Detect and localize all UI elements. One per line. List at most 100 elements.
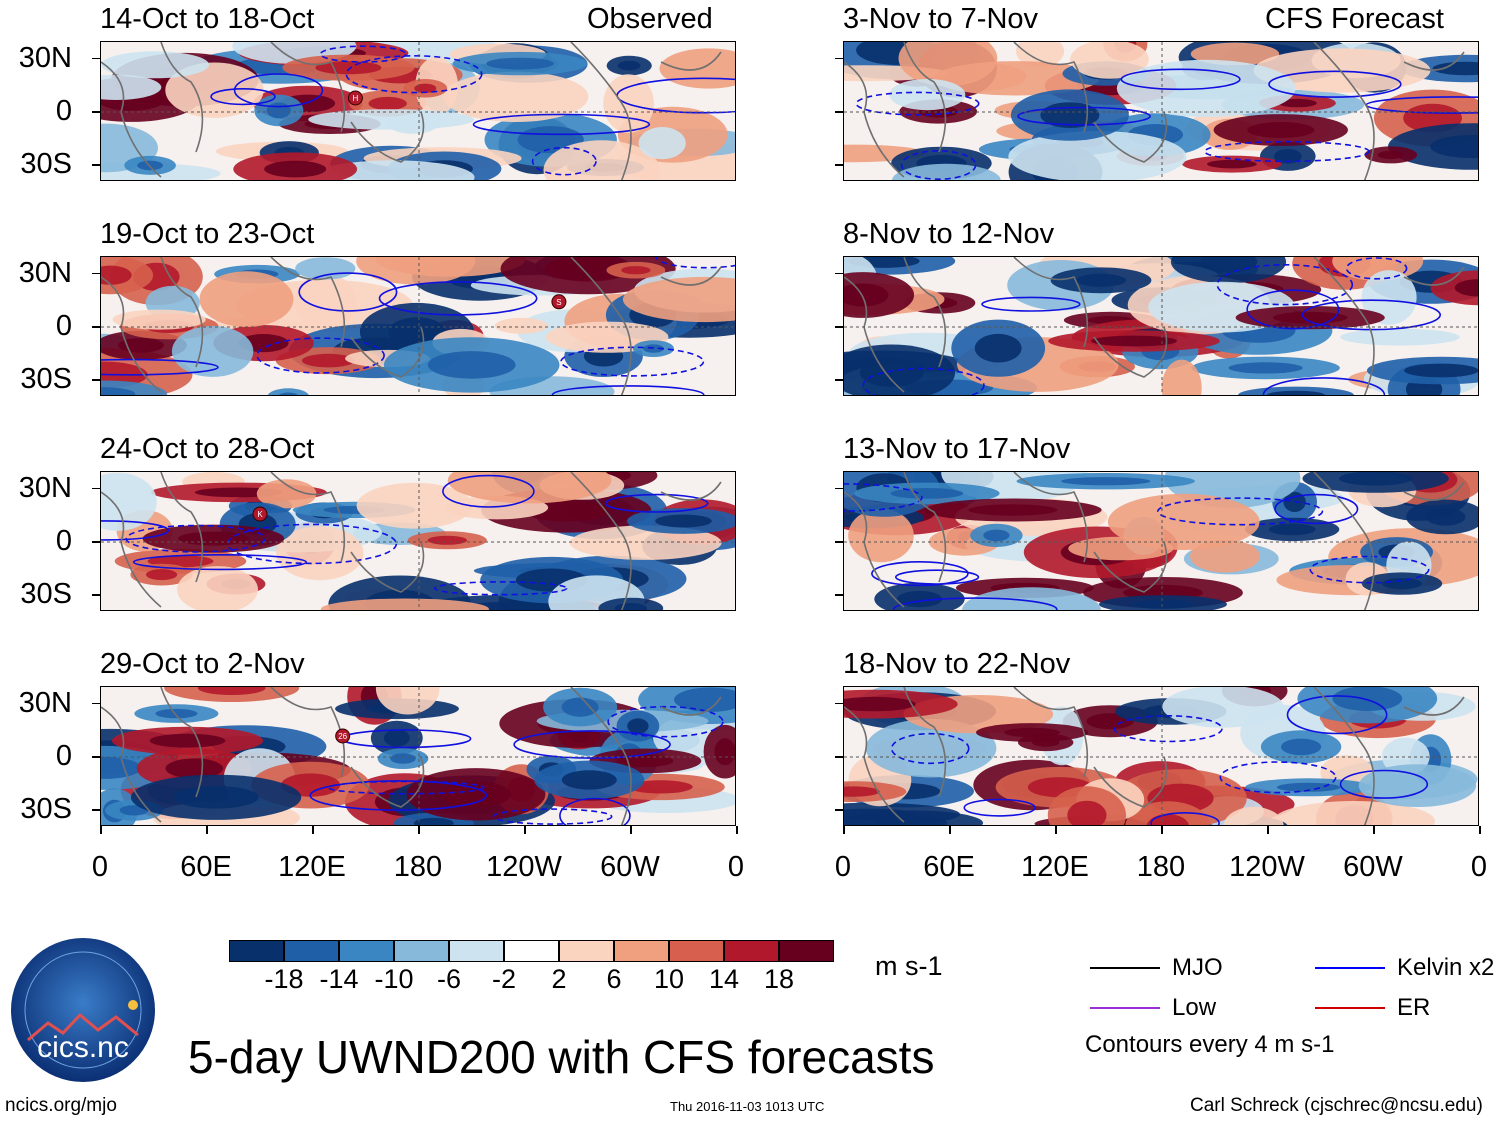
coastline xyxy=(350,111,425,163)
wind-anomaly-blob xyxy=(101,472,157,531)
wind-anomaly-blob xyxy=(1161,359,1202,395)
kelvin-contour xyxy=(1345,257,1408,280)
wind-field: 26 xyxy=(101,687,735,825)
kelvin-contour xyxy=(1246,289,1340,330)
legend-label: ER xyxy=(1397,994,1431,1021)
coastline xyxy=(1013,257,1089,348)
y-tick-label: 30S xyxy=(20,363,72,396)
wind-anomaly-blob xyxy=(112,309,206,330)
storm-marker xyxy=(347,90,363,106)
x-tick-label: 120E xyxy=(1021,851,1089,883)
map-panel xyxy=(843,471,1479,611)
wind-anomaly-core xyxy=(1276,782,1341,792)
author-credit: Carl Schreck (cjschrec@ncsu.edu) xyxy=(1190,1095,1483,1116)
y-tick-label: 30N xyxy=(18,256,72,289)
site-link[interactable]: ncics.org/mjo xyxy=(5,1095,117,1116)
wind-field: S xyxy=(101,257,735,395)
kelvin-contour xyxy=(981,296,1081,312)
kelvin-contour xyxy=(1339,769,1429,799)
kelvin-contour xyxy=(210,87,276,106)
coastline xyxy=(1313,687,1375,825)
colorbar-label: 18 xyxy=(763,964,795,994)
map-panel xyxy=(843,256,1479,396)
x-tick-label: 120E xyxy=(278,851,346,883)
coastline xyxy=(1013,42,1089,133)
wind-anomaly-core xyxy=(1268,523,1316,536)
coastline xyxy=(1313,257,1375,395)
wind-anomaly-core xyxy=(890,488,964,499)
colorbar-swatch xyxy=(284,940,339,962)
coastline xyxy=(160,472,204,583)
wind-anomaly-blob xyxy=(320,598,489,610)
wind-anomaly-core xyxy=(1267,390,1325,395)
kelvin-contour xyxy=(101,520,170,541)
wind-anomaly-core xyxy=(101,265,132,285)
kelvin-contour xyxy=(345,55,483,94)
colorbar-label: 10 xyxy=(653,964,685,994)
coastline xyxy=(350,326,425,378)
colorbar-swatch xyxy=(669,940,724,962)
x-tick xyxy=(418,826,420,834)
storm-marker xyxy=(551,294,567,310)
storm-label: H xyxy=(353,94,359,103)
storm-marker xyxy=(335,728,351,744)
wind-field: K xyxy=(101,472,735,610)
coastline xyxy=(270,42,346,133)
kelvin-contour xyxy=(1156,497,1324,526)
kelvin-contour xyxy=(309,780,488,811)
map-panel xyxy=(843,41,1479,181)
wind-anomaly-core xyxy=(1381,578,1423,590)
wind-anomaly-core xyxy=(1377,150,1404,160)
kelvin-contour xyxy=(1301,299,1441,331)
wind-anomaly-core xyxy=(1247,122,1315,138)
wind-anomaly-blob xyxy=(962,587,1101,610)
y-tick-label: 0 xyxy=(55,525,72,557)
kelvin-contour xyxy=(1268,70,1402,98)
wind-anomaly-core xyxy=(844,786,880,797)
wind-anomaly-core xyxy=(875,816,948,825)
wind-anomaly-blob xyxy=(256,479,317,509)
wind-anomaly-blob xyxy=(267,388,309,395)
kelvin-contour xyxy=(604,493,709,513)
wind-anomaly-core xyxy=(155,708,198,719)
coastline xyxy=(270,472,346,563)
x-tick xyxy=(1479,826,1481,834)
coastline xyxy=(350,756,425,808)
wind-anomaly-core xyxy=(844,696,916,712)
wind-anomaly-core xyxy=(383,729,410,747)
kelvin-contour xyxy=(1017,106,1151,126)
kelvin-contour xyxy=(1216,264,1354,306)
observed-label: Observed xyxy=(587,3,713,35)
x-tick-label: 60E xyxy=(923,851,975,883)
map-panel: S xyxy=(100,256,736,396)
kelvin-contour xyxy=(327,780,485,795)
wind-anomaly-core xyxy=(627,718,649,734)
y-tick xyxy=(92,111,100,113)
y-tick xyxy=(92,57,100,60)
kelvin-contour xyxy=(226,523,398,565)
wind-anomaly-blob xyxy=(1070,42,1149,79)
wind-anomaly-blob xyxy=(892,163,1001,180)
y-tick xyxy=(835,379,843,381)
coastline xyxy=(1013,472,1089,563)
y-tick-label: 30S xyxy=(20,578,72,611)
wind-anomaly-core xyxy=(101,756,142,779)
coastline xyxy=(1403,481,1465,501)
kelvin-contour xyxy=(378,281,538,316)
wind-anomaly-core xyxy=(1091,335,1177,347)
kelvin-contour xyxy=(531,146,597,176)
x-tick xyxy=(843,826,845,834)
wind-anomaly-core xyxy=(1207,159,1257,169)
y-tick xyxy=(92,164,100,166)
kelvin-contour xyxy=(513,730,671,759)
wind-anomaly-blob xyxy=(308,109,475,130)
wind-anomaly-blob xyxy=(865,718,997,778)
wind-anomaly-blob xyxy=(1008,131,1187,180)
legend-swatch xyxy=(1090,967,1160,969)
wind-anomaly-blob xyxy=(1358,764,1477,807)
coastline xyxy=(350,541,425,593)
x-tick xyxy=(100,826,102,834)
wind-anomaly-blob xyxy=(443,71,589,122)
y-tick xyxy=(92,379,100,381)
kelvin-contour xyxy=(101,358,219,376)
